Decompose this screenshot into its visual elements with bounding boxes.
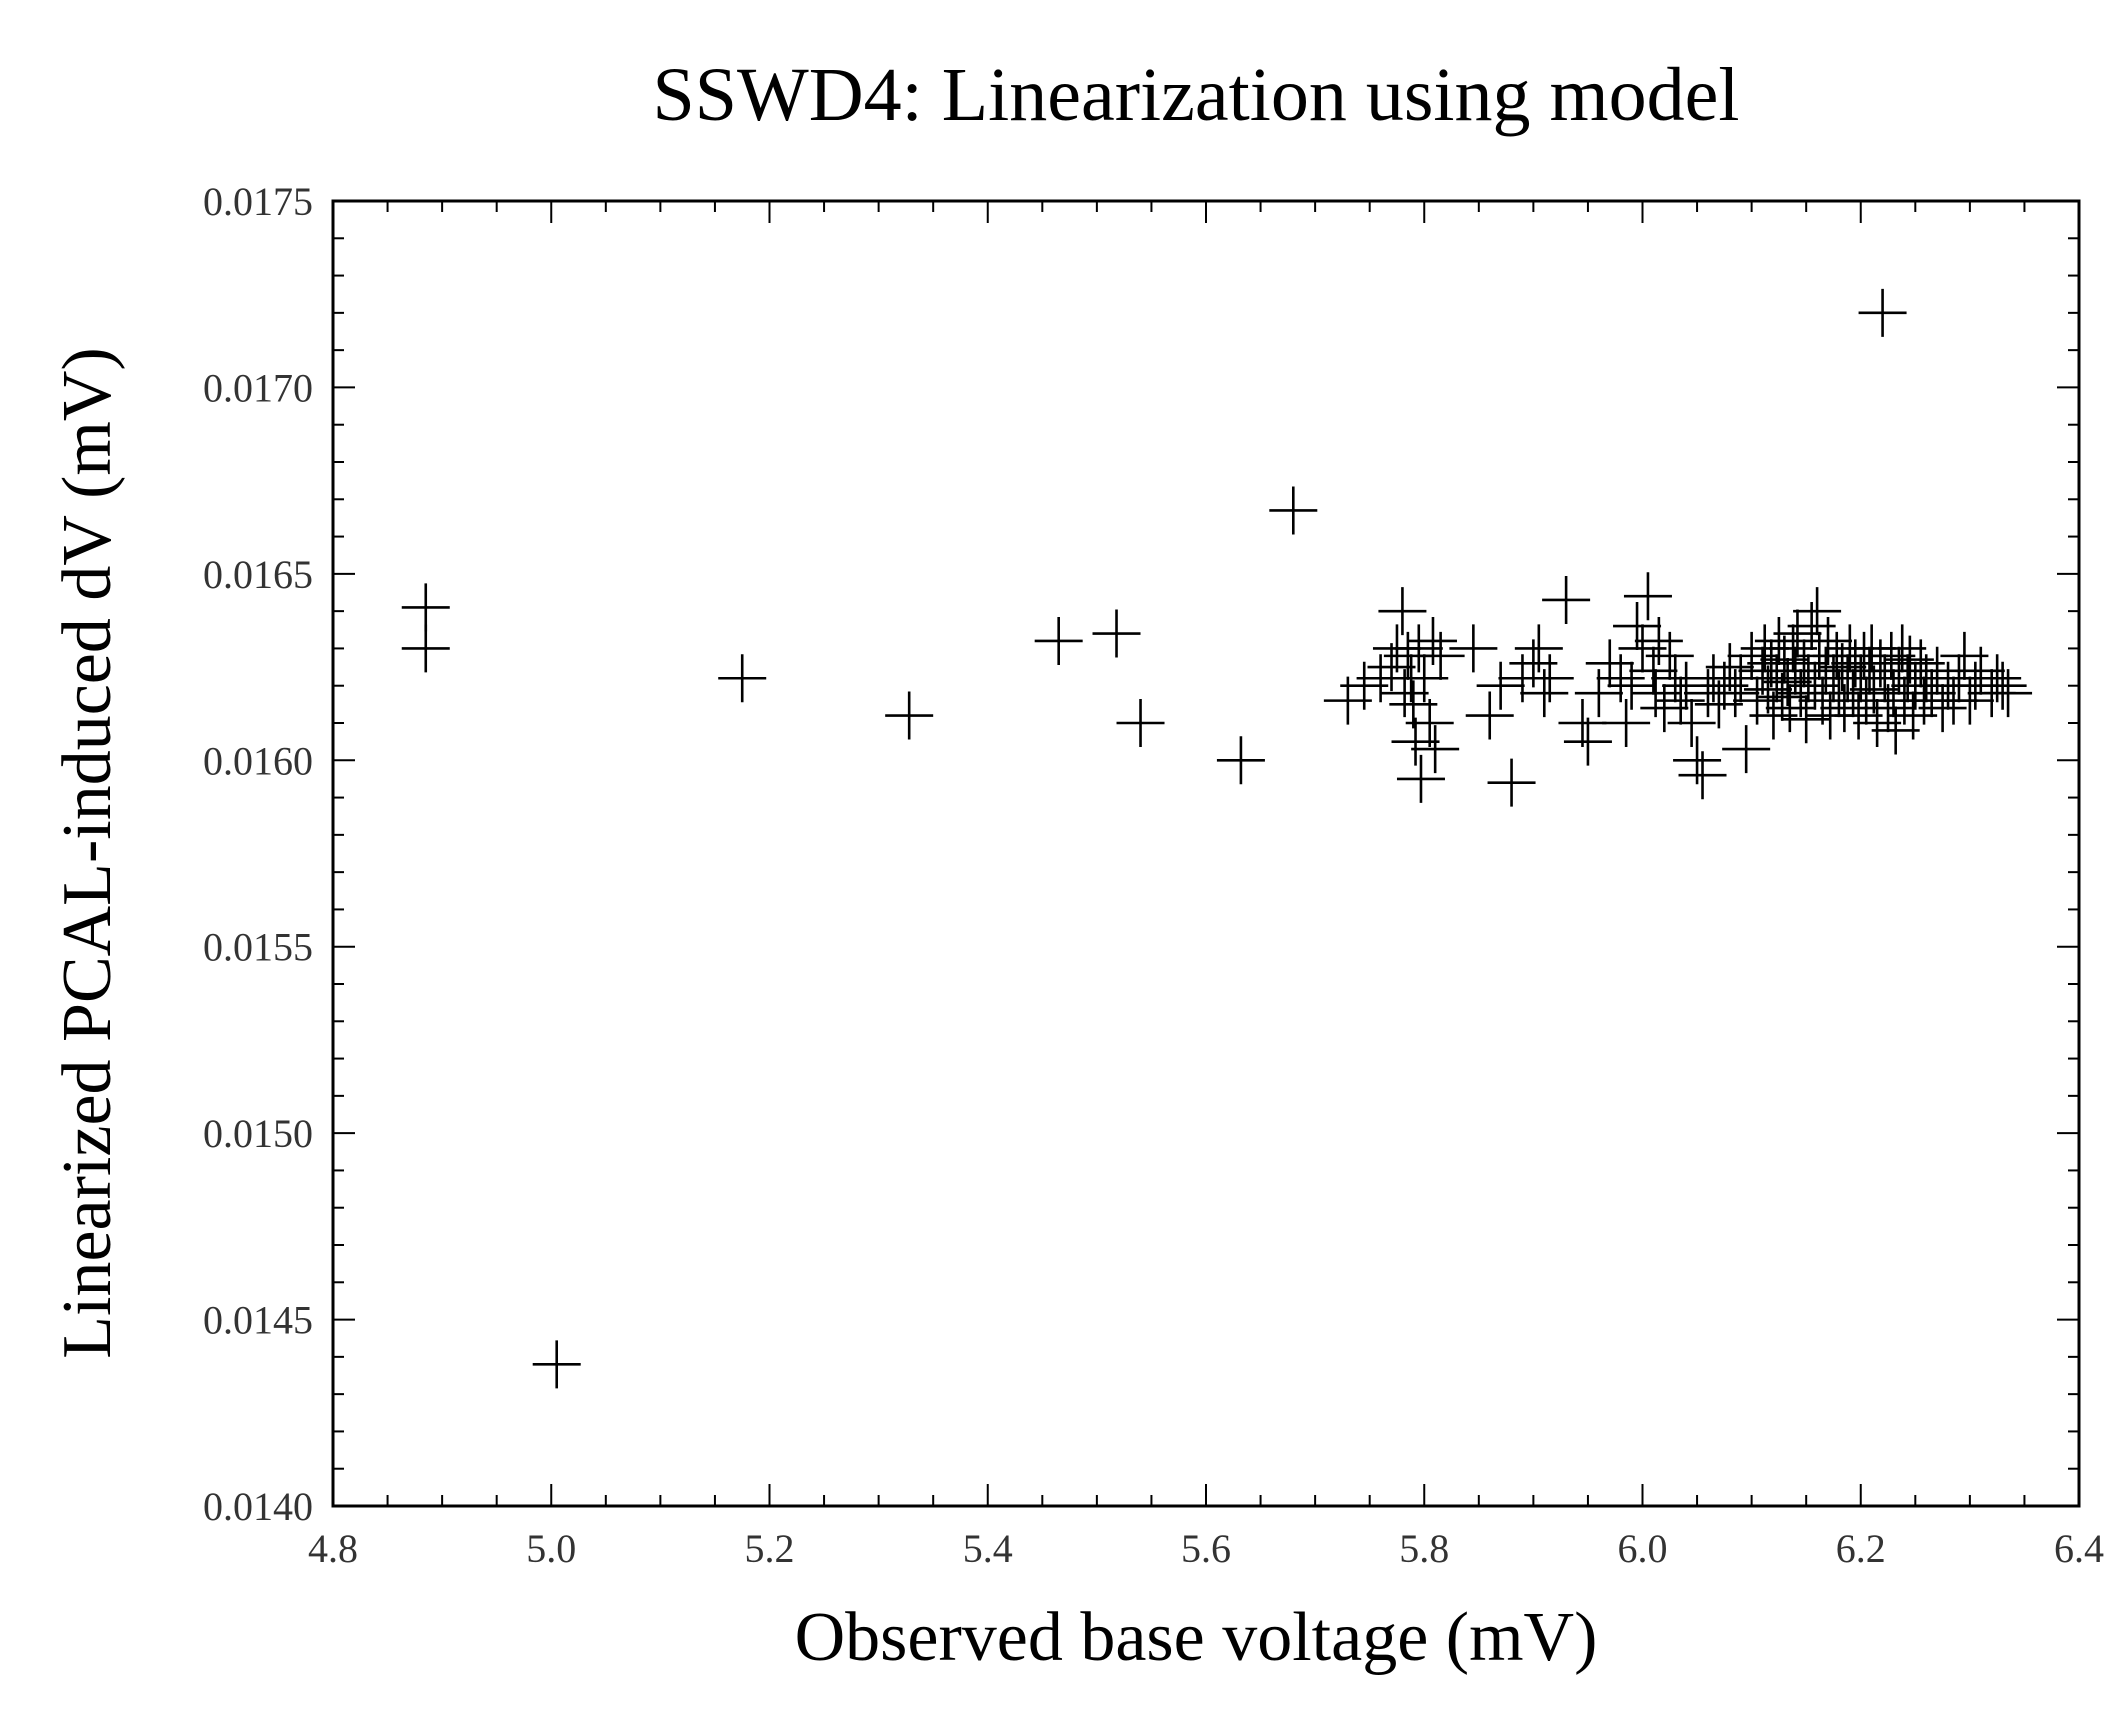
data-point-marker bbox=[1623, 572, 1672, 621]
x-tick-label: 5.6 bbox=[1181, 1526, 1231, 1571]
data-point-marker bbox=[1918, 684, 1967, 733]
data-point-marker bbox=[1790, 661, 1839, 710]
y-tick-label: 0.0170 bbox=[203, 365, 313, 410]
y-tick-label: 0.0175 bbox=[203, 179, 313, 224]
y-tick-label: 0.0155 bbox=[203, 925, 313, 970]
data-point-marker bbox=[1754, 616, 1803, 665]
data-point-marker bbox=[1378, 587, 1427, 636]
x-tick-label: 6.4 bbox=[2054, 1526, 2104, 1571]
data-point-marker bbox=[1405, 699, 1454, 747]
data-point-marker bbox=[1476, 661, 1525, 710]
data-point-marker bbox=[1558, 699, 1607, 747]
data-point-marker bbox=[401, 583, 450, 632]
data-point-marker bbox=[1849, 665, 1898, 714]
data-point-marker bbox=[1743, 665, 1792, 714]
axis-ticks bbox=[332, 200, 2080, 1507]
data-point-marker bbox=[1465, 691, 1514, 740]
data-point-marker bbox=[1818, 643, 1867, 692]
data-point-marker bbox=[1834, 691, 1883, 740]
x-axis-label: Observed base voltage (mV) bbox=[795, 1599, 1598, 1676]
x-tick-label: 5.0 bbox=[526, 1526, 576, 1571]
data-point-marker bbox=[1585, 639, 1634, 688]
data-point-marker bbox=[1631, 669, 1680, 718]
data-point-marker bbox=[1793, 587, 1842, 636]
data-point-marker bbox=[1596, 654, 1645, 703]
data-point-marker bbox=[1602, 699, 1651, 747]
data-point-marker bbox=[1722, 725, 1771, 774]
data-point-marker bbox=[532, 1340, 581, 1389]
x-tick-label: 5.2 bbox=[745, 1526, 795, 1571]
data-point-marker bbox=[1396, 754, 1445, 803]
data-point-marker bbox=[1408, 616, 1457, 665]
data-point-marker bbox=[1391, 717, 1440, 766]
plot-frame bbox=[331, 199, 2081, 1508]
y-tick-label: 0.0150 bbox=[203, 1111, 313, 1156]
data-point-marker bbox=[1525, 654, 1574, 703]
data-point-marker bbox=[1514, 624, 1563, 673]
data-point-marker bbox=[1487, 758, 1536, 807]
data-point-marker bbox=[1984, 669, 2033, 718]
x-axis-tick-labels: 4.8 5.0 5.2 5.4 5.6 5.8 6.0 6.2 6.4 bbox=[308, 1526, 2104, 1571]
data-point-marker bbox=[1092, 609, 1141, 658]
data-points bbox=[401, 288, 2033, 1389]
data-point-marker bbox=[1269, 486, 1318, 535]
data-point-marker bbox=[1542, 575, 1591, 624]
x-tick-label: 4.8 bbox=[308, 1526, 358, 1571]
y-tick-label: 0.0165 bbox=[203, 552, 313, 597]
data-point-marker bbox=[401, 624, 450, 673]
x-tick-label: 5.8 bbox=[1399, 1526, 1449, 1571]
data-point-marker bbox=[1607, 661, 1656, 710]
data-point-marker bbox=[1563, 717, 1612, 766]
y-axis-tick-labels: 0.0140 0.0145 0.0150 0.0155 0.0160 0.0165 0.01… bbox=[203, 179, 313, 1529]
data-point-marker bbox=[1034, 616, 1083, 665]
data-point-marker bbox=[1773, 609, 1822, 658]
y-tick-label: 0.0160 bbox=[203, 738, 313, 783]
data-point-marker bbox=[1645, 631, 1694, 680]
chart-title: SSWD4: Linearization using model bbox=[652, 53, 1739, 137]
data-point-marker bbox=[1673, 736, 1722, 785]
data-point-marker bbox=[1978, 661, 2027, 710]
y-tick-label: 0.0140 bbox=[203, 1484, 313, 1529]
data-point-marker bbox=[718, 654, 767, 703]
data-point-marker bbox=[1380, 669, 1429, 718]
x-tick-label: 6.2 bbox=[1836, 1526, 1886, 1571]
data-point-marker bbox=[1411, 725, 1460, 774]
data-point-marker bbox=[1116, 699, 1165, 747]
data-point-marker bbox=[1760, 635, 1809, 684]
y-tick-label: 0.0145 bbox=[203, 1298, 313, 1343]
x-tick-label: 5.4 bbox=[963, 1526, 1013, 1571]
data-point-marker bbox=[1667, 699, 1716, 747]
data-point-marker bbox=[1449, 624, 1498, 673]
data-point-marker bbox=[1520, 669, 1569, 718]
data-point-marker bbox=[1705, 643, 1754, 692]
data-point-marker bbox=[885, 691, 934, 740]
data-point-marker bbox=[1613, 602, 1662, 651]
data-point-marker bbox=[1216, 736, 1265, 785]
data-point-marker bbox=[1758, 672, 1807, 721]
y-axis-label: Linearized PCAL-induced dV (mV) bbox=[49, 347, 126, 1358]
data-point-marker bbox=[1394, 624, 1443, 673]
x-tick-label: 6.0 bbox=[1618, 1526, 1668, 1571]
data-point-marker bbox=[1858, 288, 1907, 337]
data-point-marker bbox=[1416, 631, 1465, 680]
data-point-marker bbox=[1678, 751, 1727, 800]
